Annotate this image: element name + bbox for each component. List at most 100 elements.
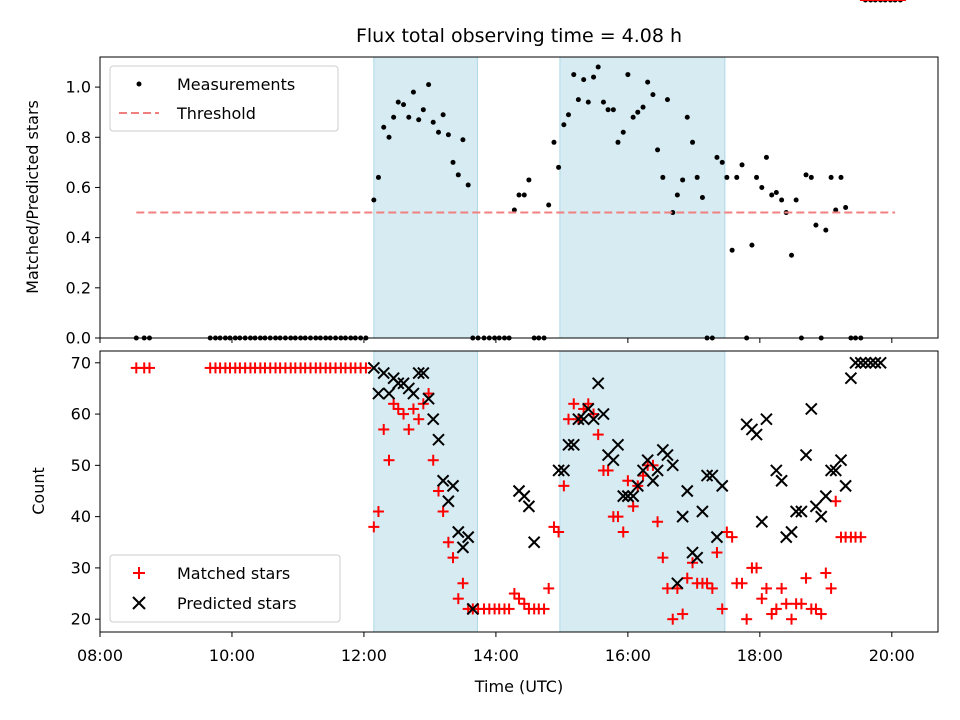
measurement-point — [808, 174, 814, 180]
measurement-point — [450, 159, 456, 165]
measurement-point — [769, 192, 775, 198]
measurement-point — [823, 227, 829, 233]
matched-star-point — [776, 582, 788, 594]
predicted-star-point — [690, 551, 704, 564]
measurement-point — [460, 137, 466, 143]
y-tick-label: 1.0 — [66, 78, 91, 97]
predicted-star-point — [392, 377, 405, 390]
matched-star-point — [383, 454, 395, 466]
measurement-point — [773, 189, 779, 195]
matched-star-point — [726, 531, 738, 543]
matched-star-point — [368, 521, 380, 533]
y-tick-label: 0.6 — [66, 178, 91, 197]
matched-star-point — [721, 526, 733, 538]
matched-star-point — [780, 598, 792, 610]
measurement-point — [420, 107, 426, 113]
measurement-point — [391, 114, 397, 120]
predicted-star-point — [631, 479, 644, 493]
bottom-y-axis: 20 30 40 50 60 70 — [71, 353, 100, 629]
matched-star-point — [706, 582, 718, 594]
predicted-star-point — [567, 438, 580, 452]
predicted-star-point — [607, 454, 620, 467]
matched-star-point — [760, 582, 772, 594]
predicted-star-point — [442, 495, 455, 508]
top-x-ticks — [99, 338, 893, 343]
y-tick-label: 50 — [71, 456, 91, 475]
predicted-star-point — [617, 489, 630, 503]
top-series-layer — [133, 0, 903, 341]
measurement-point — [591, 74, 597, 80]
matched-star-point — [671, 582, 683, 594]
predicted-star-point — [636, 464, 650, 477]
legend-measurements-marker — [136, 81, 142, 87]
measurement-point — [680, 177, 686, 183]
y-tick-label: 60 — [71, 405, 91, 424]
matched-star-point — [553, 526, 565, 538]
measurement-point — [640, 104, 646, 110]
measurement-point — [699, 195, 705, 200]
measurement-point — [381, 124, 387, 130]
predicted-star-point — [789, 505, 803, 518]
matched-star-point — [612, 511, 624, 523]
matched-star-point — [627, 500, 639, 512]
predicted-star-point — [436, 474, 450, 487]
matched-star-point — [398, 408, 410, 420]
measurement-point — [465, 182, 471, 188]
matched-star-point — [427, 454, 439, 466]
measurement-point — [813, 222, 819, 228]
measurement-point — [650, 92, 656, 98]
top-y-axis-label: Matched/Predicted stars — [23, 100, 42, 294]
predicted-star-point — [750, 428, 763, 441]
matched-star-point — [437, 505, 449, 517]
predicted-star-point — [716, 479, 729, 493]
measurement-point — [561, 122, 567, 128]
bottom-series-layer — [130, 0, 906, 625]
measurement-point — [430, 119, 436, 125]
measurement-point — [516, 192, 522, 198]
y-tick-label: 40 — [71, 507, 91, 526]
predicted-star-point — [597, 407, 610, 421]
measurement-point — [401, 102, 407, 108]
top-legend-box — [109, 65, 339, 132]
matched-star-point — [413, 413, 425, 425]
legend-threshold-label: Threshold — [176, 104, 256, 123]
bottom-y-axis-label: Count — [29, 467, 48, 515]
predicted-star-point — [417, 366, 430, 380]
measurement-point — [435, 129, 441, 135]
predicted-star-point — [755, 515, 769, 528]
predicted-star-point — [456, 541, 470, 554]
measurement-point — [605, 107, 611, 113]
predicted-star-point — [795, 505, 808, 518]
matched-star-point — [582, 398, 594, 410]
measurement-point — [664, 97, 670, 103]
matched-star-point — [657, 552, 669, 564]
measurement-point — [694, 174, 700, 180]
measurement-point — [655, 147, 661, 153]
measurement-point — [371, 197, 377, 203]
matched-star-point — [741, 613, 753, 625]
y-tick-label: 30 — [71, 558, 91, 577]
measurement-point — [763, 154, 769, 160]
measurement-point — [546, 202, 552, 208]
matched-star-point — [770, 603, 782, 615]
predicted-star-point — [372, 387, 385, 400]
matched-star-point — [800, 572, 812, 584]
matched-star-point — [830, 495, 842, 507]
x-tick-label: 10:00 — [209, 646, 255, 665]
predicted-star-point — [577, 412, 590, 426]
predicted-star-point — [591, 377, 605, 390]
matched-star-point — [403, 423, 415, 435]
measurement-point — [375, 174, 381, 180]
predicted-star-point — [854, 356, 868, 370]
measurement-point — [789, 252, 795, 258]
matched-star-point — [447, 552, 459, 564]
measurement-point — [660, 174, 666, 180]
shaded-interval-1 — [373, 56, 478, 339]
x-tick-label: 18:00 — [737, 646, 783, 665]
y-tick-label: 20 — [71, 610, 91, 629]
matched-star-point — [617, 526, 629, 538]
measurement-point — [620, 129, 626, 135]
measurement-point — [625, 72, 631, 78]
measurement-point — [719, 159, 725, 165]
matched-star-point — [457, 577, 469, 589]
